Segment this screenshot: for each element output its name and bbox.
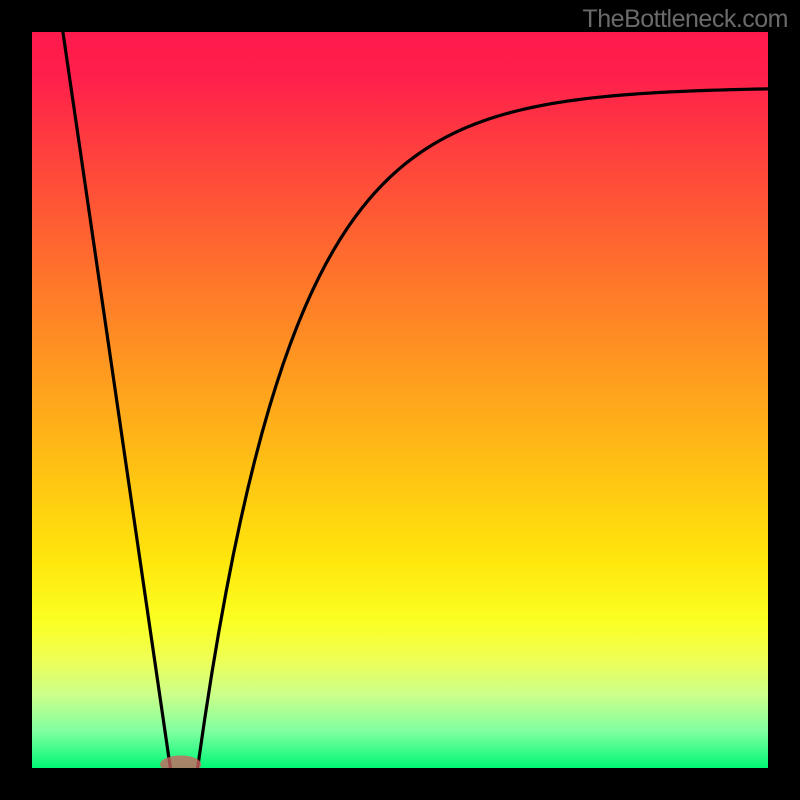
right-curve — [198, 89, 768, 768]
watermark-text: TheBottleneck.com — [583, 5, 789, 34]
plot-area — [32, 32, 768, 768]
left-line — [63, 32, 170, 768]
curves-layer — [32, 32, 768, 768]
chart-container: TheBottleneck.com — [0, 0, 800, 800]
trough-marker — [160, 755, 201, 768]
